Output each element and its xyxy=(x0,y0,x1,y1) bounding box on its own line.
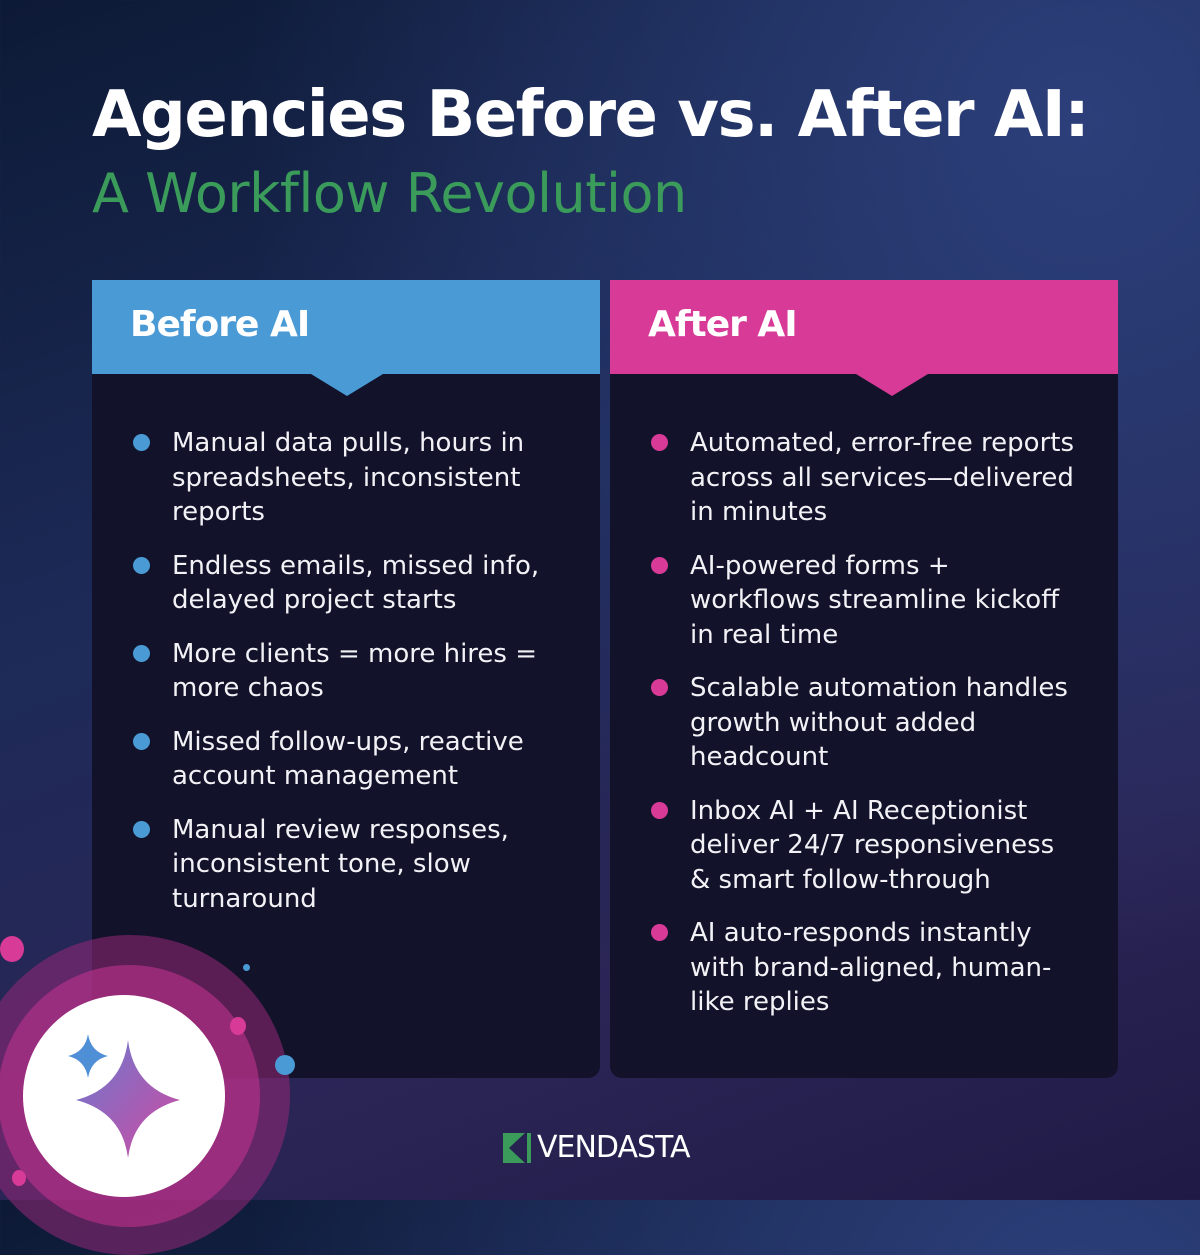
decor-dot xyxy=(0,936,24,962)
list-item: Scalable automation handles growth witho… xyxy=(651,671,1078,775)
vendasta-logo: VENDASTA xyxy=(503,1130,691,1165)
decor-dot xyxy=(230,1017,246,1035)
bullet-icon xyxy=(651,679,668,696)
list-item: Manual data pulls, hours in spreadsheets… xyxy=(133,426,560,530)
sparkle-icon xyxy=(68,1034,180,1158)
list-item: Manual review responses, inconsistent to… xyxy=(133,813,560,917)
list-item: Missed follow-ups, reactive account mana… xyxy=(133,725,560,794)
list-item: AI-powered forms + workflows streamline … xyxy=(651,549,1078,653)
header-pointer xyxy=(311,374,383,396)
bullet-icon xyxy=(133,644,150,662)
bullet-icon xyxy=(651,556,668,574)
before-ai-header: Before AI xyxy=(92,280,600,396)
decor-dot xyxy=(275,1055,295,1075)
bullet-icon xyxy=(133,732,150,750)
bullet-icon xyxy=(133,556,150,574)
after-ai-label: After AI xyxy=(648,304,798,345)
bullet-icon xyxy=(133,820,150,838)
decor-dot xyxy=(12,1170,26,1186)
after-ai-list: Automated, error-free reports across all… xyxy=(610,374,1118,1020)
bullet-icon xyxy=(133,434,150,451)
decor-dot xyxy=(243,964,250,971)
list-item: Automated, error-free reports across all… xyxy=(651,426,1078,530)
before-ai-list: Manual data pulls, hours in spreadsheets… xyxy=(92,374,600,916)
page-subtitle: A Workflow Revolution xyxy=(92,162,687,225)
header-pointer xyxy=(856,374,928,396)
before-ai-label: Before AI xyxy=(130,304,310,345)
list-item: AI auto-responds instantly with brand-al… xyxy=(651,916,1078,1020)
list-item: Inbox AI + AI Receptionist deliver 24/7 … xyxy=(651,794,1078,898)
bullet-icon xyxy=(651,924,668,941)
after-ai-column: After AI Automated, error-free reports a… xyxy=(610,280,1118,1078)
bullet-icon xyxy=(651,801,668,819)
list-item: Endless emails, missed info, delayed pro… xyxy=(133,549,560,618)
page-title: Agencies Before vs. After AI: xyxy=(92,78,1090,152)
list-item: More clients = more hires = more chaos xyxy=(133,637,560,706)
vendasta-logo-icon xyxy=(503,1132,531,1163)
after-ai-header: After AI xyxy=(610,280,1118,396)
bullet-icon xyxy=(651,434,668,451)
